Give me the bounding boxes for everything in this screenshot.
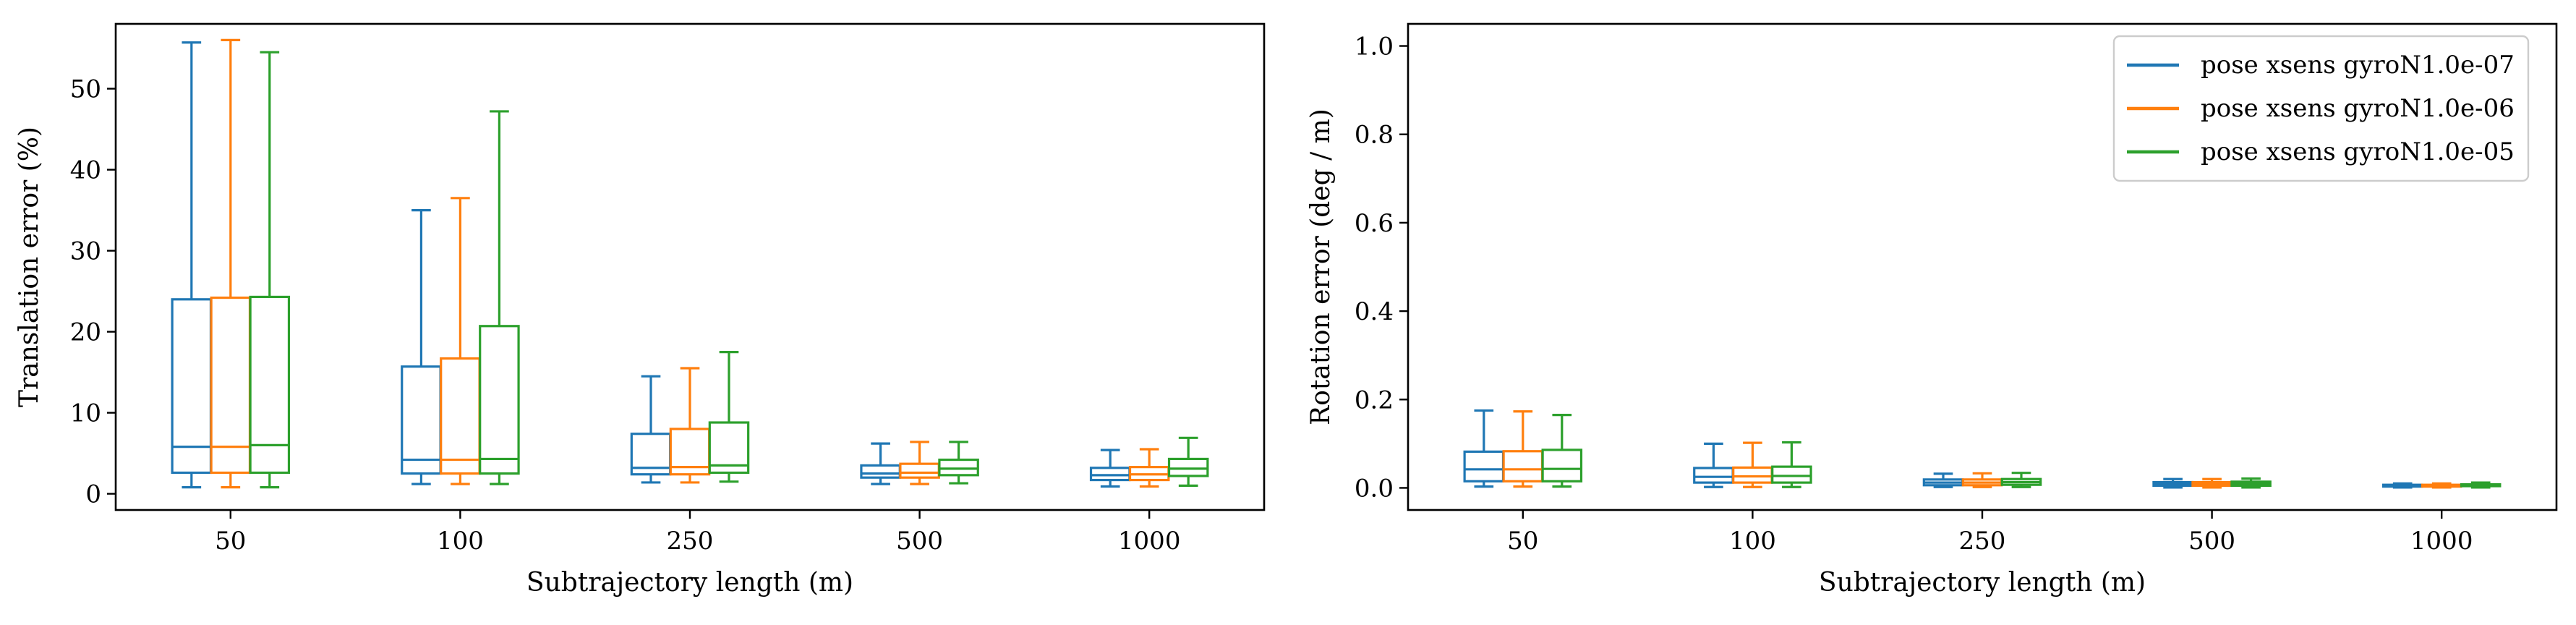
iqr-box	[1541, 448, 1583, 482]
box-plot-1-4	[1128, 448, 1170, 488]
legend-label: pose xsens gyroN1.0e-07	[2201, 51, 2515, 80]
x-axis-label: Subtrajectory length (m)	[526, 568, 853, 598]
y-tick-label: 0.2	[1355, 386, 1394, 414]
y-axis-label: Rotation error (deg / m)	[1306, 109, 1336, 425]
x-tick-label: 1000	[1118, 527, 1181, 556]
iqr-box	[899, 462, 940, 479]
box-plot-1-1	[440, 197, 481, 485]
box-plot-1-1	[1732, 441, 1773, 488]
box-plot-2-2	[2000, 472, 2042, 488]
box-plot-2-3	[2230, 477, 2272, 489]
legend-label: pose xsens gyroN1.0e-05	[2201, 137, 2515, 166]
iqr-box	[249, 295, 291, 475]
box-plot-2-2	[708, 351, 750, 483]
box-plot-1-3	[899, 441, 940, 485]
box-plot-2-1	[1771, 441, 1812, 488]
legend-frame	[2112, 35, 2530, 182]
x-tick-label: 1000	[2410, 527, 2473, 556]
y-tick-label: 20	[70, 318, 101, 347]
y-tick-label: 0.4	[1355, 297, 1394, 326]
iqr-box	[938, 458, 979, 477]
y-tick-label: 0.0	[1355, 474, 1394, 503]
x-tick-label: 100	[1729, 527, 1776, 556]
legend-label: pose xsens gyroN1.0e-06	[2201, 94, 2515, 123]
box-plot-2-3	[938, 441, 979, 485]
box-plot-2-0	[1541, 414, 1583, 488]
legend: pose xsens gyroN1.0e-07 pose xsens gyroN1…	[2112, 35, 2530, 182]
box-plot-1-2	[669, 367, 711, 484]
iqr-box	[1732, 466, 1773, 484]
rotation-error-panel: 0.0 0.2 0.4 0.6 0.8 1.0 50 100 250 500 1000 Subtraj…	[1306, 22, 2558, 598]
iqr-box	[440, 357, 481, 475]
y-tick-label: 30	[70, 237, 101, 266]
box-plot-0-1	[401, 209, 442, 485]
x-tick-label: 100	[437, 527, 484, 556]
x-tick-label: 50	[1507, 527, 1538, 556]
y-tick-label: 50	[70, 75, 101, 104]
box-plot-0-3	[860, 442, 901, 485]
iqr-box	[1463, 450, 1505, 482]
iqr-box	[1771, 465, 1812, 484]
box-plot-0-2	[630, 375, 672, 484]
box-plot-0-1	[1693, 442, 1734, 488]
iqr-box	[401, 365, 442, 475]
box-plot-2-1	[479, 110, 520, 485]
x-tick-label: 500	[2188, 527, 2235, 556]
axes-frame	[1407, 22, 2558, 511]
box-plot-1-0	[210, 38, 252, 489]
y-tick-label: 0.8	[1355, 121, 1394, 150]
iqr-box	[1693, 467, 1734, 484]
box-plot-0-3	[2152, 477, 2193, 489]
iqr-box	[479, 325, 520, 475]
axes-frame	[114, 22, 1266, 511]
box-plot-2-4	[1167, 436, 1209, 488]
x-axis-label: Subtrajectory length (m)	[1819, 568, 2146, 598]
y-tick-label: 1.0	[1355, 33, 1394, 61]
x-tick-label: 50	[215, 527, 246, 556]
y-tick-label: 10	[70, 399, 101, 428]
x-tick-label: 250	[1959, 527, 2006, 556]
iqr-box	[1502, 450, 1544, 482]
y-axis-label: Translation error (%)	[14, 127, 44, 407]
box-plot-1-0	[1502, 410, 1544, 488]
translation-error-panel: 0 10 20 30 40 50 50 100 250 500 1000 Subtrajectory …	[14, 22, 1266, 598]
x-tick-label: 250	[667, 527, 714, 556]
box-plot-0-4	[2381, 482, 2423, 489]
x-tick-label: 500	[896, 527, 943, 556]
box-plot-1-4	[2421, 482, 2462, 489]
box-plot-0-4	[1089, 448, 1131, 488]
iqr-box	[1089, 467, 1131, 482]
box-plot-0-0	[171, 41, 213, 489]
iqr-box	[860, 464, 901, 479]
box-plot-2-0	[249, 51, 291, 489]
box-plot-2-4	[2460, 481, 2502, 489]
box-plot-0-0	[1463, 409, 1505, 488]
iqr-box	[708, 421, 750, 475]
y-tick-label: 0.6	[1355, 209, 1394, 238]
box-plot-0-2	[1922, 472, 1964, 488]
box-plot-1-2	[1961, 472, 2003, 488]
y-tick-label: 40	[70, 156, 101, 185]
y-tick-label: 0	[85, 480, 101, 509]
iqr-box	[1167, 457, 1209, 477]
box-plot-1-3	[2191, 477, 2232, 489]
